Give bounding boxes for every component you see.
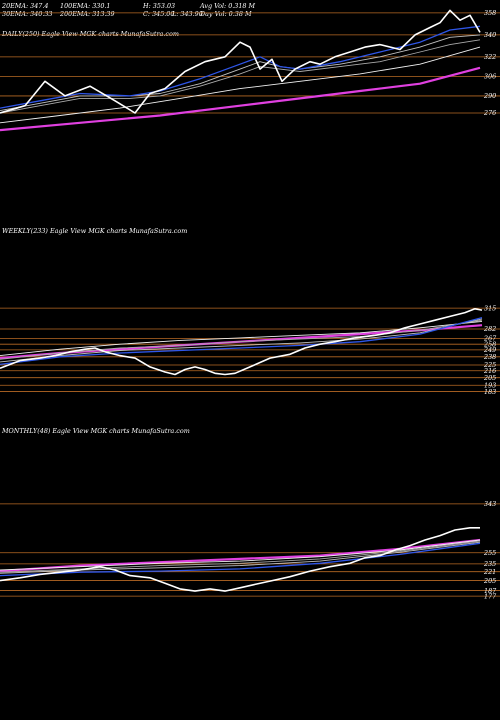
header-high: H: 353.03 — [142, 2, 175, 10]
y-tick-label: 183 — [484, 388, 496, 396]
y-tick-label: 249 — [483, 346, 496, 354]
y-tick-label: 205 — [483, 577, 496, 585]
series-ema50-line — [0, 39, 481, 114]
y-tick-label: 177 — [484, 592, 497, 600]
y-tick-label: 238 — [483, 353, 496, 361]
series-ema30-line — [0, 34, 481, 112]
y-tick-label: 225 — [483, 361, 496, 369]
series-ema100-line — [0, 539, 481, 571]
y-tick-label: 322 — [484, 53, 496, 61]
header: 20EMA: 347.4 100EMA: 330.1 H: 353.03 Avg… — [1, 2, 256, 18]
y-tick-label: 306 — [484, 73, 496, 81]
header-100ema: 100EMA: 330.1 — [60, 2, 111, 10]
daily-panel-title: DAILY(250) Eagle View MGK charts MunafaS… — [1, 30, 179, 38]
header-30ema: 30EMA: 340.33 — [2, 10, 53, 18]
header-avg-vol: Avg Vol: 0.318 M — [199, 2, 256, 10]
series-price-line — [0, 308, 483, 376]
header-low: L: 343.90 — [171, 10, 203, 18]
y-tick-label: 267 — [483, 335, 497, 343]
header-close: C: 345.00 — [143, 10, 174, 18]
y-tick-label: 193 — [484, 381, 496, 389]
series-price-line — [0, 527, 480, 592]
daily-panel: 358 340 322 306 290 276 — [0, 9, 500, 132]
y-tick-label: 343 — [484, 500, 496, 508]
y-tick-label: 358 — [484, 9, 496, 17]
y-tick-label: 258 — [483, 340, 496, 348]
monthly-panel-title: MONTHLY(48) Eagle View MGK charts Munafa… — [1, 427, 190, 435]
header-200ema: 200EMA: 313.39 — [59, 10, 115, 18]
y-tick-label: 235 — [483, 560, 496, 568]
y-tick-label: 205 — [483, 374, 496, 382]
y-tick-label: 221 — [483, 568, 496, 576]
series-ema50-line — [0, 540, 481, 573]
series-ema20-line — [0, 25, 481, 109]
header-20ema: 20EMA: 347.4 — [1, 2, 48, 10]
y-tick-label: 282 — [483, 325, 496, 333]
weekly-panel-title: WEEKLY(233) Eagle View MGK charts Munafa… — [2, 227, 187, 235]
y-tick-label: 187 — [484, 587, 497, 595]
y-tick-label: 216 — [483, 367, 496, 375]
header-day-vol: Day Vol: 0.38 M — [199, 10, 252, 18]
y-tick-label: 290 — [483, 92, 496, 100]
series-ema30-line — [0, 318, 483, 363]
y-tick-label: 340 — [484, 31, 496, 39]
series-ema20-line — [0, 316, 483, 366]
y-tick-label: 315 — [484, 304, 496, 312]
series-ema20-line — [0, 542, 481, 577]
series-ema100-line — [0, 46, 481, 124]
series-ema50-line — [0, 319, 483, 360]
y-tick-label: 276 — [483, 109, 496, 117]
y-tick-label: 255 — [483, 549, 496, 557]
series-price-line — [0, 9, 481, 114]
series-ema200-line — [0, 66, 481, 132]
